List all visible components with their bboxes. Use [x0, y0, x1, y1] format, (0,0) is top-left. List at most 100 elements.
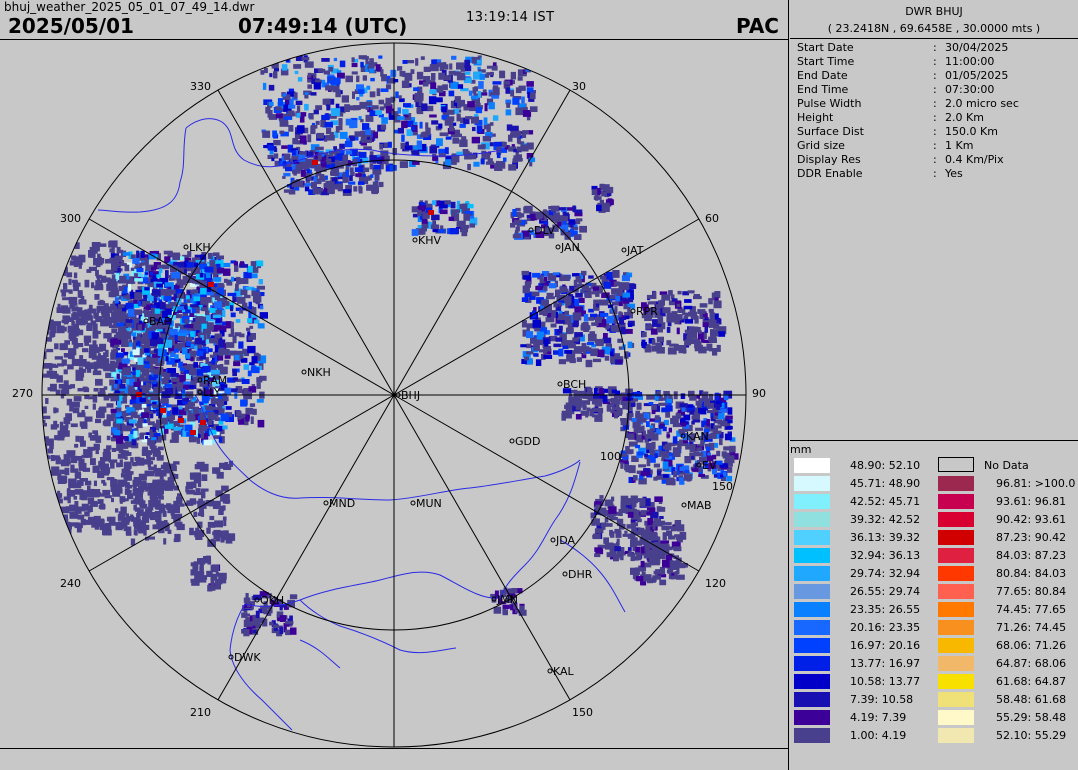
echo-cell	[590, 313, 598, 319]
echo-cell	[42, 520, 49, 528]
echo-cell	[566, 353, 576, 359]
echo-cell	[411, 126, 416, 131]
echo-cell	[136, 520, 143, 525]
echo-cell	[50, 326, 57, 334]
echo-cell	[92, 330, 99, 339]
echo-cell	[567, 389, 577, 393]
echo-cell	[199, 381, 208, 387]
echo-cell	[185, 353, 191, 359]
echo-cell	[710, 329, 719, 337]
echo-cell	[561, 275, 570, 281]
echo-cell	[643, 403, 652, 407]
echo-cell	[164, 256, 171, 264]
echo-cell	[211, 538, 215, 543]
echo-cell	[562, 221, 567, 225]
echo-cell	[707, 433, 717, 439]
echo-cell	[618, 311, 622, 318]
echo-cell	[75, 312, 84, 318]
echo-cell	[124, 386, 129, 394]
echo-cell	[660, 397, 669, 401]
place-marker	[301, 369, 307, 375]
echo-cell	[68, 296, 78, 304]
echo-cell	[561, 286, 568, 292]
echo-cell	[373, 164, 381, 170]
echo-cell	[518, 103, 526, 108]
echo-cell	[456, 113, 461, 122]
echo-cell	[558, 325, 563, 331]
echo-cell	[288, 125, 294, 132]
echo-cell	[380, 88, 389, 92]
echo-cell	[184, 502, 194, 506]
echo-cell	[46, 348, 54, 353]
echo-cell	[207, 411, 215, 420]
echo-cell	[214, 355, 220, 362]
echo-cell	[205, 389, 214, 397]
place-marker	[410, 500, 416, 506]
echo-cell	[110, 408, 117, 413]
echo-cell	[268, 101, 274, 106]
echo-cell	[686, 335, 693, 343]
echo-cell	[627, 341, 633, 349]
echo-cell	[272, 130, 277, 138]
echo-cell	[95, 316, 103, 323]
echo-cell	[175, 289, 184, 296]
echo-cell	[173, 500, 180, 506]
echo-cell	[656, 470, 662, 476]
echo-cell	[182, 418, 187, 422]
echo-cell	[392, 148, 397, 156]
echo-cell	[189, 282, 197, 287]
echo-cell	[92, 465, 100, 473]
echo-cell	[698, 332, 706, 340]
echo-cell	[328, 160, 338, 164]
echo-cell	[225, 406, 232, 410]
echo-cell	[186, 341, 191, 346]
place-marker	[509, 438, 515, 444]
echo-cell	[451, 209, 460, 213]
echo-cell	[124, 410, 129, 417]
echo-cell	[87, 366, 92, 373]
echo-cell	[122, 367, 131, 376]
echo-cell	[99, 388, 106, 395]
echo-cell	[153, 433, 161, 437]
echo-cell	[166, 410, 171, 419]
echo-cell	[100, 461, 106, 466]
echo-cell	[134, 292, 143, 300]
echo-cell	[77, 290, 83, 298]
echo-cell	[522, 107, 528, 112]
echo-cell	[520, 219, 526, 225]
echo-cell	[374, 189, 379, 194]
echo-cell	[281, 64, 288, 71]
echo-cell	[478, 69, 486, 73]
echo-cell	[167, 481, 174, 487]
echo-cell	[118, 396, 128, 404]
echo-cell	[279, 626, 284, 635]
echo-cell	[565, 407, 572, 415]
echo-cell	[467, 163, 471, 171]
echo-cell	[218, 508, 223, 514]
echo-cell	[714, 442, 719, 448]
echo-cell	[124, 456, 128, 460]
echo-cell	[470, 79, 476, 84]
echo-cell	[397, 66, 403, 71]
echo-cell	[273, 153, 279, 159]
echo-cell	[204, 428, 210, 436]
echo-cell	[397, 116, 405, 120]
echo-cell	[193, 296, 201, 302]
echo-cell	[296, 112, 301, 118]
echo-cell	[724, 433, 732, 441]
echo-cell	[164, 522, 170, 529]
echo-cell	[78, 359, 87, 367]
echo-cell	[452, 213, 460, 222]
echo-cell	[539, 278, 546, 284]
echo-cell	[294, 150, 298, 155]
echo-cell	[150, 368, 157, 373]
echo-cell	[544, 276, 548, 282]
echo-cell	[78, 458, 85, 467]
echo-cell	[69, 240, 74, 246]
echo-cell	[641, 425, 645, 433]
echo-cell	[184, 424, 193, 432]
echo-cell	[63, 417, 71, 425]
echo-cell	[575, 414, 582, 420]
echo-cell	[391, 111, 399, 116]
